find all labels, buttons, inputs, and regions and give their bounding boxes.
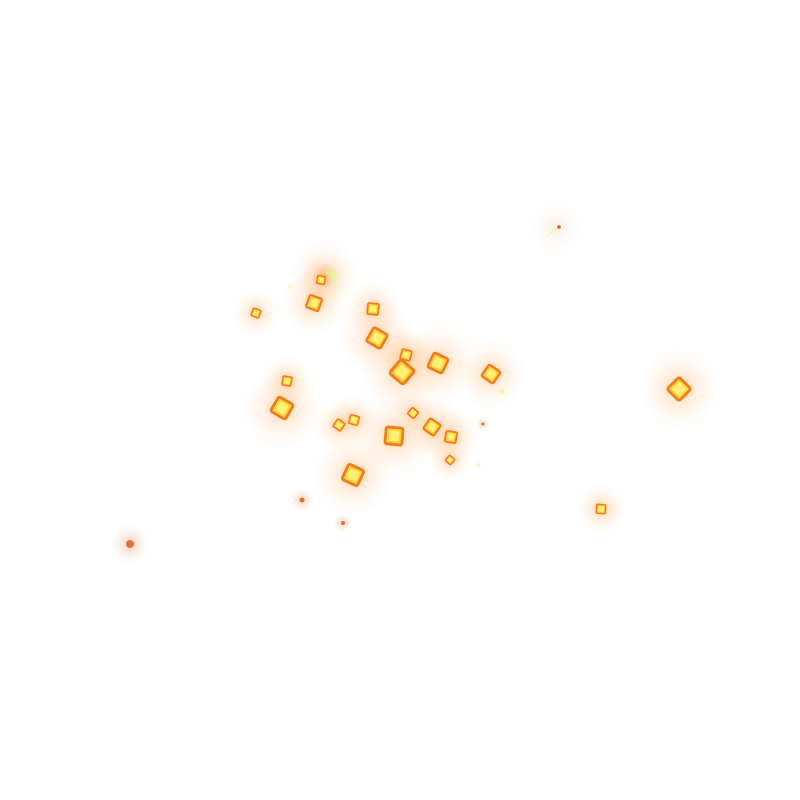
particle-core [284, 378, 290, 384]
glowing-square-particle [348, 414, 359, 425]
glowing-square-particle [445, 431, 458, 444]
green-spark [330, 273, 336, 279]
particle-core [369, 305, 376, 312]
ember-particle [341, 521, 345, 525]
ember-particle [300, 498, 305, 503]
ember-particle [482, 423, 485, 426]
glowing-square-particle [316, 275, 325, 284]
particle-core [598, 506, 604, 512]
glowing-square-particle [385, 427, 403, 445]
glowing-square-particle [306, 295, 323, 312]
particle-core [447, 433, 455, 441]
ember-particle [126, 540, 134, 548]
halo-layer [110, 202, 719, 564]
green-spark [500, 389, 505, 394]
particle-core [388, 430, 399, 441]
particle-core [318, 277, 324, 283]
glowing-square-particle [596, 504, 606, 514]
green-spark [288, 285, 291, 288]
glowing-square-particle [282, 376, 292, 386]
green-spark [326, 270, 330, 274]
glowing-square-particle [251, 308, 261, 318]
glowing-square-particle [367, 303, 379, 315]
trail-head [557, 225, 561, 229]
green-spark [476, 463, 480, 467]
